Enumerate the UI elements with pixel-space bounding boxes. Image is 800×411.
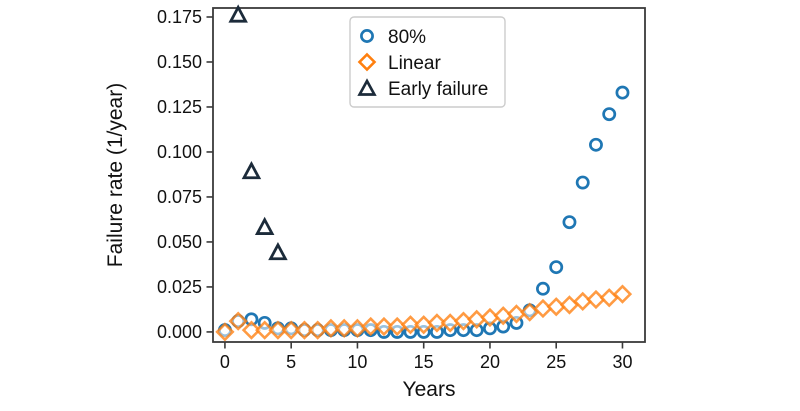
data-point-triangle — [241, 160, 262, 180]
data-point-circle — [602, 107, 617, 122]
data-point-diamond — [361, 316, 381, 337]
data-point-diamond — [241, 320, 262, 340]
series-linear — [215, 284, 633, 342]
data-point-diamond — [321, 318, 341, 338]
plot-border — [212, 7, 646, 343]
y-tick-label: 0.175 — [157, 7, 202, 27]
y-tick-label: 0.150 — [157, 52, 202, 72]
data-point-circle — [562, 215, 577, 230]
data-point-diamond — [400, 315, 421, 335]
circle-marker-icon — [360, 29, 374, 43]
x-tick-label: 5 — [286, 352, 296, 372]
x-axis-label: Years — [403, 378, 456, 401]
data-point-diamond — [334, 318, 354, 338]
y-axis: 0.000 0.025 0.050 0.075 0.100 0.125 0.150 0.175 — [157, 7, 213, 342]
x-tick-label: 0 — [220, 352, 230, 372]
y-tick-label: 0.000 — [157, 322, 202, 342]
y-tick-label: 0.075 — [157, 187, 202, 207]
data-point-diamond — [255, 320, 275, 340]
data-point-diamond — [427, 313, 447, 333]
legend-label-linear: Linear — [388, 53, 441, 74]
triangle-marker-icon — [357, 78, 377, 96]
y-tick-label: 0.100 — [157, 142, 202, 162]
y-tick-label: 0.025 — [157, 277, 202, 297]
legend-entry-early-failure: Early failure — [357, 78, 488, 100]
data-point-diamond — [268, 320, 288, 340]
data-point-triangle — [228, 4, 248, 23]
legend: 80% Linear Early failure — [349, 16, 506, 108]
data-point-diamond — [228, 311, 248, 331]
y-tick-label: 0.125 — [157, 97, 202, 117]
data-point-circle — [575, 175, 590, 190]
x-axis: 0 5 10 15 20 25 30 — [220, 342, 632, 372]
data-point-diamond — [294, 320, 315, 340]
data-point-circle — [549, 260, 564, 275]
legend-label-early-failure: Early failure — [388, 79, 488, 100]
legend-entry-80pct: 80% — [360, 27, 426, 48]
legend-label-80pct: 80% — [388, 27, 426, 48]
series-early-failure — [228, 4, 288, 261]
data-point-diamond — [612, 284, 633, 304]
x-tick-label: 25 — [546, 352, 566, 372]
data-point-diamond — [215, 322, 235, 342]
data-point-diamond — [559, 295, 580, 315]
y-axis-label: Failure rate (1/year) — [104, 83, 127, 267]
data-point-diamond — [374, 316, 394, 337]
data-point-circle — [615, 85, 630, 100]
data-point-diamond — [281, 320, 301, 340]
data-point-circle — [589, 137, 603, 152]
data-point-diamond — [599, 288, 619, 308]
diamond-marker-icon — [357, 52, 377, 72]
legend-entry-linear: Linear — [357, 52, 441, 74]
data-point-circle — [536, 281, 550, 296]
data-point-triangle — [254, 216, 275, 235]
x-tick-label: 10 — [347, 352, 367, 372]
x-tick-label: 30 — [612, 352, 632, 372]
x-tick-label: 20 — [480, 352, 500, 372]
x-tick-label: 15 — [414, 352, 434, 372]
legend-frame — [349, 16, 506, 108]
data-point-triangle — [268, 241, 288, 261]
y-tick-label: 0.050 — [157, 232, 202, 252]
